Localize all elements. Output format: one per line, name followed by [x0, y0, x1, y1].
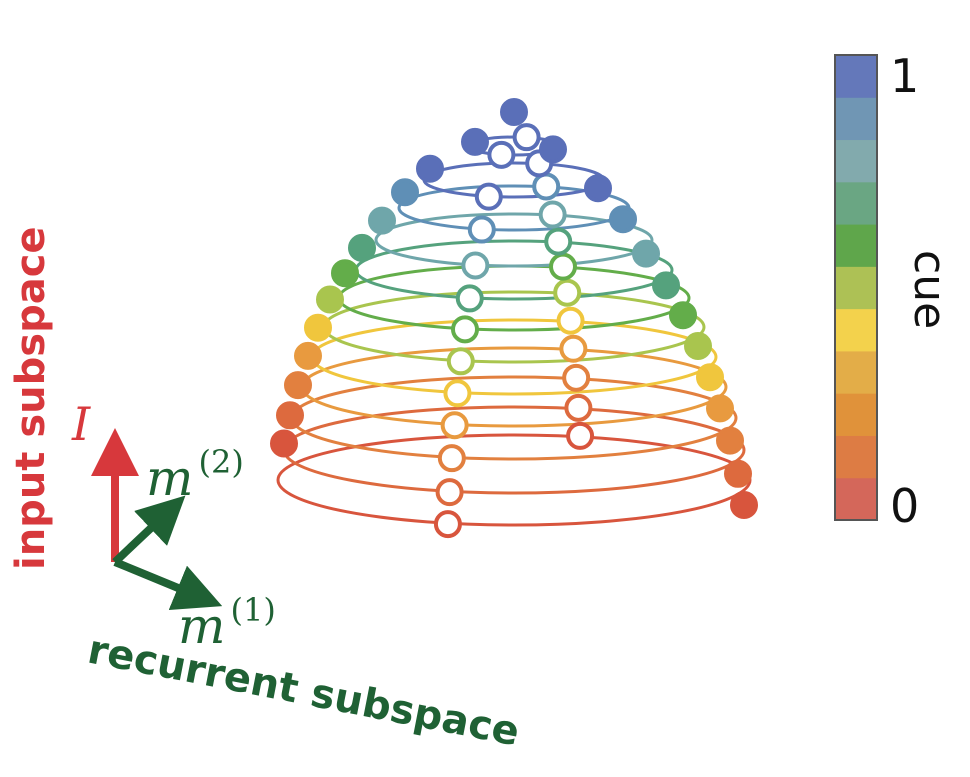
m2-axis-arrow: [112, 495, 186, 565]
m2-base: m: [146, 449, 193, 507]
filled-marker: [284, 371, 312, 400]
filled-marker: [609, 205, 637, 234]
dome-ring: [282, 405, 746, 495]
colorbar-segment: [835, 435, 877, 479]
m2-axis-symbol: m (2): [146, 443, 244, 507]
open-marker: [461, 251, 490, 280]
open-marker: [487, 140, 516, 169]
open-marker: [564, 393, 593, 422]
colorbar-segment: [835, 55, 877, 98]
recurrent-subspace-label: recurrent subspace: [84, 627, 523, 756]
open-marker: [544, 227, 573, 256]
open-marker: [562, 363, 591, 392]
colorbar-segment: [835, 308, 877, 352]
filled-marker: [539, 135, 567, 164]
filled-marker: [500, 98, 528, 126]
colorbar-segment: [835, 97, 877, 141]
filled-marker: [696, 363, 724, 392]
m1-axis-arrow: [113, 558, 223, 611]
open-marker: [549, 252, 577, 281]
filled-marker: [270, 429, 298, 458]
filled-marker: [276, 401, 304, 430]
m1-superscript: (1): [231, 591, 276, 629]
open-marker: [446, 347, 475, 376]
colorbar-tick-min: 0: [890, 479, 919, 533]
dome-rings: [270, 98, 758, 539]
colorbar-tick-max: 1: [890, 49, 919, 103]
colorbar-segment: [835, 224, 877, 267]
open-marker: [437, 444, 466, 473]
colorbar-segment: [835, 139, 877, 183]
open-marker: [538, 200, 567, 229]
filled-marker: [669, 301, 697, 330]
m1-axis-symbol: m (1): [178, 591, 276, 655]
open-marker: [532, 172, 561, 201]
open-marker: [559, 334, 588, 363]
colorbar-segment: [835, 477, 877, 521]
dome-ring: [374, 212, 654, 268]
open-marker: [566, 421, 595, 450]
m2-superscript: (2): [199, 443, 244, 481]
filled-marker: [461, 127, 489, 156]
colorbar-frame: [834, 54, 878, 521]
open-marker: [451, 315, 479, 344]
filled-marker: [730, 491, 758, 519]
open-marker: [467, 215, 496, 244]
open-marker: [440, 411, 469, 440]
filled-marker: [584, 174, 612, 203]
filled-marker: [716, 426, 744, 455]
filled-marker: [706, 394, 734, 423]
colorbar-segment: [835, 266, 877, 310]
open-marker: [435, 478, 464, 507]
dome-ring: [354, 239, 674, 301]
open-marker: [512, 123, 541, 152]
open-marker: [556, 306, 585, 335]
filled-marker: [652, 271, 680, 300]
filled-marker: [368, 206, 396, 235]
filled-marker: [416, 154, 444, 183]
dome-ring: [422, 161, 606, 199]
open-marker: [455, 284, 484, 313]
input-subspace-label: input subspace: [8, 226, 54, 570]
open-marker: [474, 182, 503, 211]
input-axis-symbol: I: [71, 397, 91, 451]
filled-marker: [724, 459, 752, 488]
open-marker: [433, 510, 462, 539]
colorbar-title: cue: [904, 250, 955, 329]
open-marker: [443, 379, 472, 408]
filled-marker: [304, 313, 332, 342]
m1-base: m: [178, 597, 225, 655]
colorbar: [834, 54, 878, 521]
filled-marker: [331, 259, 359, 288]
colorbar-segment: [835, 181, 877, 225]
open-marker: [553, 278, 582, 307]
filled-marker: [294, 341, 322, 370]
filled-marker: [316, 285, 344, 314]
dome-ring: [322, 290, 706, 364]
filled-marker: [632, 239, 660, 268]
colorbar-segment: [835, 350, 877, 394]
colorbar-segment: [835, 393, 877, 436]
filled-marker: [391, 178, 419, 207]
filled-marker: [348, 233, 376, 262]
filled-marker: [684, 332, 712, 360]
